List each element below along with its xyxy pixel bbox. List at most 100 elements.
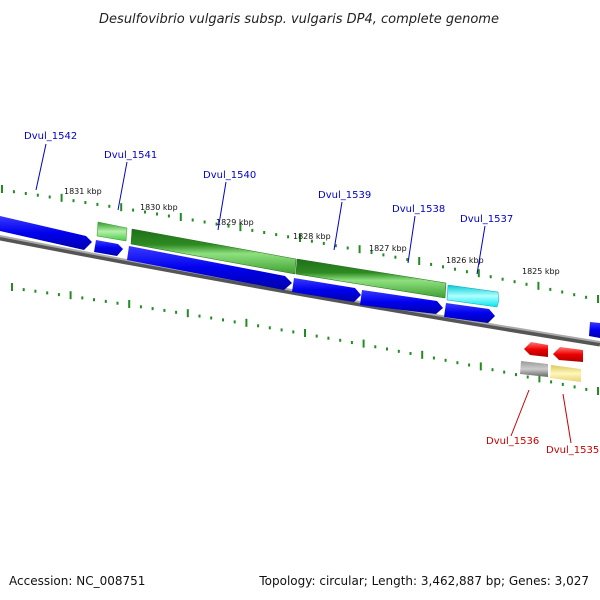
minor-tick [444, 358, 447, 362]
minor-tick [233, 320, 236, 324]
minor-tick [503, 370, 506, 374]
minor-tick [116, 301, 119, 305]
minor-tick [175, 310, 178, 314]
gene-blue-arrow-7[interactable] [589, 322, 600, 338]
minor-tick [72, 199, 75, 203]
gene-row-reverse [520, 342, 583, 382]
minor-tick [198, 314, 201, 318]
minor-tick [526, 375, 529, 379]
label-dvul-1535[interactable]: Dvul_1535 [546, 445, 599, 456]
label-dvul-1538[interactable]: Dvul_1538 [392, 204, 445, 215]
minor-tick [222, 318, 224, 322]
minor-tick [382, 253, 385, 257]
minor-tick [144, 210, 146, 214]
gene-dvul-1539-1538[interactable] [295, 258, 447, 299]
gene-blue-arrow-4[interactable] [292, 278, 361, 302]
minor-tick [210, 316, 213, 320]
gene-row-forward-upper [96, 221, 500, 308]
major-tick [186, 309, 189, 318]
label-dvul-1537[interactable]: Dvul_1537 [460, 214, 513, 225]
minor-tick [573, 385, 576, 389]
minor-tick [104, 299, 107, 303]
scale-label-1827: 1827 kbp [369, 244, 407, 253]
gene-blue-arrow-2[interactable] [94, 240, 123, 256]
leader-dvul-1537 [476, 225, 486, 275]
gene-blue-arrow-6[interactable] [444, 303, 495, 323]
accession-text: Accession: NC_008751 [9, 574, 145, 588]
major-tick [362, 339, 365, 348]
gene-dvul-1536[interactable] [520, 361, 548, 377]
leader-dvul-1542 [35, 143, 47, 191]
minor-tick [397, 349, 400, 353]
major-tick [477, 269, 480, 278]
minor-tick [350, 341, 353, 344]
leader-dvul-1541 [117, 161, 128, 211]
minor-tick [327, 336, 330, 340]
minor-tick [585, 387, 588, 391]
label-dvul-1542[interactable]: Dvul_1542 [24, 131, 77, 142]
scale-label-1830: 1830 kbp [140, 203, 178, 212]
minor-tick [561, 290, 564, 294]
minor-tick [549, 287, 552, 291]
scale-label-1829: 1829 kbp [216, 218, 254, 227]
gene-dvul-1540[interactable] [130, 228, 297, 275]
major-tick [421, 350, 424, 359]
minor-tick [374, 345, 377, 349]
major-tick [245, 318, 248, 327]
gene-dvul-1535[interactable] [550, 365, 581, 382]
gene-labels: Dvul_1542 Dvul_1541 Dvul_1540 Dvul_1539 … [24, 131, 599, 456]
gene-blue-arrow-1[interactable] [0, 216, 92, 250]
minor-tick [501, 277, 504, 281]
minor-tick [48, 195, 51, 199]
label-dvul-1536[interactable]: Dvul_1536 [486, 436, 539, 447]
major-tick [179, 213, 182, 221]
gene-label-leaders [35, 143, 572, 444]
minor-tick [334, 244, 337, 248]
minor-tick [394, 255, 397, 259]
leader-dvul-1536 [510, 389, 530, 437]
major-tick [304, 329, 306, 337]
label-dvul-1540[interactable]: Dvul_1540 [203, 170, 256, 181]
gene-dvul-1541[interactable] [96, 221, 128, 242]
major-tick [597, 387, 599, 395]
minor-tick [108, 204, 111, 208]
leader-dvul-1539 [333, 201, 343, 251]
minor-tick [227, 224, 230, 228]
label-dvul-1541[interactable]: Dvul_1541 [104, 150, 157, 161]
minor-tick [215, 222, 218, 226]
major-tick [69, 291, 72, 300]
major-tick [538, 374, 541, 383]
minor-tick [203, 220, 206, 224]
minor-tick [275, 233, 278, 237]
gene-blue-arrow-3[interactable] [127, 246, 292, 290]
gene-red-arrow-1[interactable] [524, 342, 548, 357]
minor-tick [191, 218, 194, 222]
minor-tick [167, 214, 170, 218]
major-tick [11, 283, 13, 291]
major-tick [120, 203, 123, 212]
minor-tick [251, 228, 254, 232]
minor-tick [386, 347, 388, 351]
gene-blue-arrow-5[interactable] [360, 290, 443, 314]
gene-dvul-1537[interactable] [446, 284, 500, 308]
minor-tick [96, 202, 99, 206]
minor-tick [561, 382, 564, 386]
minor-tick [432, 356, 435, 360]
scale-label-1825: 1825 kbp [522, 267, 560, 276]
minor-tick [163, 308, 166, 312]
minor-tick [36, 193, 39, 197]
major-tick [128, 300, 131, 308]
minor-tick [81, 296, 84, 300]
minor-tick [156, 212, 158, 216]
minor-tick [468, 363, 471, 367]
minor-tick [287, 235, 290, 239]
minor-tick [513, 280, 516, 284]
gene-red-arrow-2[interactable] [553, 347, 583, 362]
minor-tick [430, 262, 433, 266]
minor-tick [24, 192, 27, 195]
minor-tick [84, 201, 87, 204]
label-dvul-1539[interactable]: Dvul_1539 [318, 190, 371, 201]
minor-tick [346, 246, 349, 250]
minor-tick [292, 330, 295, 334]
